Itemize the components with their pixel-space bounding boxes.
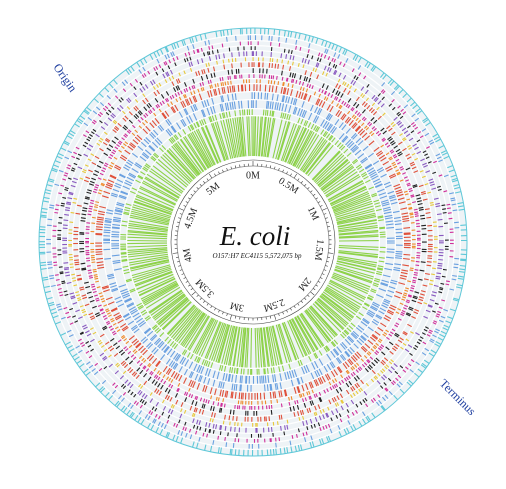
ring-edge [102, 91, 404, 393]
ring-track [45, 34, 460, 450]
ring-background [90, 79, 416, 405]
ring-track [39, 27, 467, 457]
ring-track [84, 74, 422, 411]
ring-track [67, 57, 439, 428]
ring-track [72, 61, 434, 423]
ring-track [119, 109, 386, 376]
ring-edge [38, 27, 468, 457]
ring-track [90, 78, 417, 406]
scale-tick-label: 4M [181, 247, 195, 263]
scale-tick-label: 1.5M [312, 239, 326, 262]
ring-edge [78, 67, 428, 417]
ring-background [103, 92, 403, 392]
ring-edge [94, 83, 412, 401]
ring-edge [89, 78, 417, 406]
ring-track [95, 83, 412, 401]
scale-tick-label: 1M [305, 205, 321, 222]
scale-ticks [172, 161, 334, 321]
scale-tick-label: 3M [229, 299, 245, 313]
center-background [173, 162, 333, 322]
ring-edge [61, 50, 445, 434]
ring-background [46, 35, 460, 449]
ring-background [73, 62, 433, 422]
genome-rings [38, 27, 468, 457]
ring-edge [84, 73, 422, 411]
ring-background [127, 116, 379, 368]
ring-track [102, 91, 404, 393]
ring-edge [67, 56, 439, 428]
ring-track [56, 45, 450, 438]
ring-track [110, 99, 396, 385]
ring-background [95, 84, 411, 400]
ring-edge [126, 115, 380, 369]
genome-subtitle: O157:H7 EC4115 5,572,075 bp [212, 252, 302, 260]
ring-edge [110, 99, 396, 385]
genome-title: E. coli [219, 221, 290, 251]
ring-track [52, 41, 455, 443]
ring-edge [51, 40, 455, 444]
origin-label: Origin [51, 61, 80, 95]
ring-edge [72, 61, 434, 423]
ring-edge [45, 34, 461, 450]
ring-edge [56, 45, 450, 439]
ring-background [52, 41, 454, 443]
outer-scale-circle [170, 159, 336, 325]
scale-tick-label: 0M [246, 170, 260, 181]
ring-background [57, 46, 449, 438]
ring-background [120, 109, 386, 375]
ring-track [79, 68, 427, 417]
ring-edge [119, 108, 387, 376]
terminus-label: Terminus [437, 376, 479, 418]
ring-track [61, 50, 444, 434]
ring-track [126, 115, 380, 369]
scale-tick-path [172, 161, 334, 321]
